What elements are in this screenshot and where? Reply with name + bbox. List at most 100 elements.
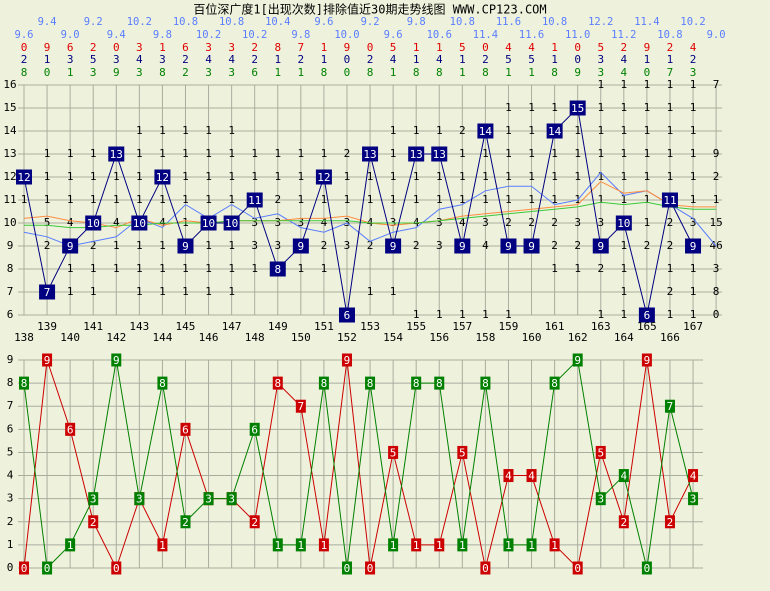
y-tick-label: 6 [7,422,14,435]
value-box [480,376,491,390]
draw-digit: 3 [136,41,143,54]
value-box-label: 2 [182,516,189,529]
cell-label: 1 [690,308,697,321]
value-box [318,538,329,552]
cell-label: 4 [459,216,466,229]
draw-digit: 8 [551,66,558,79]
value-box [203,492,214,506]
draw-digit: 2 [298,53,305,66]
ma-label: 9.2 [361,16,380,28]
draw-digit: 1 [274,66,281,79]
draw-digit: 0 [344,53,351,66]
cell-label: 1 [644,170,651,183]
ma-label: 10.8 [450,16,475,28]
cell-label: 2 [274,193,281,206]
value-box [523,238,540,254]
value-box-label: 3 [597,493,604,506]
draw-digit: 8 [321,66,328,79]
value-box [434,538,445,552]
value-box [177,238,194,254]
cell-label: 3 [274,216,281,229]
value-box [408,146,425,162]
cell-label: 2 [667,285,674,298]
draw-digit: 2 [182,53,189,66]
value-box [180,515,191,529]
x-tick-label: 147 [222,320,242,333]
draw-digit: 0 [482,41,489,54]
cell-label: 1 [597,101,604,114]
y-tick-label: 15 [3,101,16,114]
draw-digit: 7 [298,41,305,54]
cell-label: 1 [159,147,166,160]
cell-label: 2 [459,124,466,137]
value-box [249,422,260,436]
ma-label: 9.0 [61,29,80,41]
draw-digit: 1 [505,66,512,79]
ma-label: 9.8 [153,29,172,41]
cell-label: 1 [159,239,166,252]
cell-label: 2 [667,239,674,252]
value-box-label: 9 [390,240,397,253]
value-box-label: 9 [528,240,535,253]
cell-label: 2 [644,239,651,252]
cell-label: 1 [551,262,558,275]
value-box [618,469,629,483]
cell-label: 1 [667,124,674,137]
cell-label: 1 [528,124,535,137]
value-box-label: 0 [113,562,120,575]
cell-label: 1 [90,262,97,275]
cell-label: 1 [528,193,535,206]
value-box-label: 13 [363,148,376,161]
value-box [16,169,32,185]
y-tick-label: 9 [7,353,14,366]
cell-label: 4 [67,216,74,229]
y-tick-label: 8 [7,262,14,275]
cell-label: 1 [390,170,397,183]
x-tick-label: 157 [452,320,472,333]
cell-label: 1 [667,262,674,275]
value-box-label: 6 [67,423,74,436]
value-box [341,353,352,367]
value-box [477,123,494,139]
draw-digit: 2 [251,53,258,66]
cell-label: 1 [597,147,604,160]
cell-label: 1 [621,78,628,91]
x-tick-label: 165 [637,320,657,333]
value-box [249,515,260,529]
draw-digit: 5 [505,53,512,66]
draw-digit: 2 [482,53,489,66]
value-box [269,261,286,277]
value-box [664,399,675,413]
cell-label: 3 [436,216,443,229]
x-tick-label: 145 [176,320,196,333]
value-box-label: 0 [482,562,489,575]
value-box-label: 2 [621,516,628,529]
cell-label: 1 [436,170,443,183]
value-box [42,561,53,575]
cell-label: 1 [644,124,651,137]
cell-label: 2 [528,216,535,229]
draw-digit: 8 [274,41,281,54]
cell-label: 1 [667,147,674,160]
cell-label: 3 [436,239,443,252]
value-box [431,146,448,162]
y-tick-label: 4 [7,469,14,482]
y-tick-label: 1 [7,538,14,551]
value-box-label: 3 [205,493,212,506]
cell-label: 1 [551,147,558,160]
value-box [341,561,352,575]
cell-label: 1 [436,308,443,321]
value-box-label: 0 [574,562,581,575]
ma-label: 11.4 [473,29,498,41]
draw-digit: 3 [67,53,74,66]
value-box-label: 1 [459,539,466,552]
value-box [385,238,402,254]
cell-label: 1 [205,193,212,206]
cell-label: 1 [690,78,697,91]
value-box-label: 14 [548,125,562,138]
series-line [23,106,694,316]
draw-digit: 8 [436,66,443,79]
value-box-label: 9 [113,354,120,367]
cell-label: 1 [482,170,489,183]
draw-digit: 9 [344,41,351,54]
